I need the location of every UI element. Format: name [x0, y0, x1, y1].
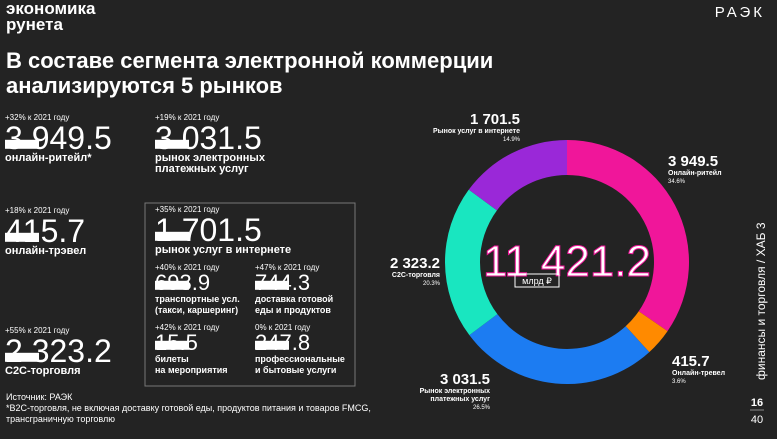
donut-segment — [567, 140, 689, 332]
market-label: еды и продуктов — [255, 305, 331, 315]
segment-name: Онлайн-тревел — [672, 369, 725, 377]
segment-value: 1 701.5 — [470, 111, 520, 128]
market-value: 1 701.5 — [155, 212, 262, 248]
market-label: билеты — [155, 354, 189, 364]
market-value: 415.7 — [5, 213, 85, 249]
unit-badge — [155, 139, 189, 149]
donut-segment — [469, 314, 650, 384]
segment-value: 3 949.5 — [668, 153, 718, 170]
unit-badge — [5, 352, 39, 362]
market-label: на мероприятия — [155, 365, 228, 375]
market-label: платежных услуг — [155, 163, 249, 175]
center-unit: млрд ₽ — [522, 276, 552, 286]
unit: млрд ₽ — [257, 283, 277, 290]
note: трансграничную торговлю — [6, 414, 115, 424]
market-label: рынок услуг в интернете — [155, 244, 291, 256]
growth: +47% к 2021 году — [255, 263, 319, 272]
segment-name: Онлайн-ритейл — [668, 169, 722, 177]
segment-share: 26.5% — [473, 405, 491, 411]
note: *B2C-торговля, не включая доставку готов… — [6, 403, 371, 413]
growth: +18% к 2021 году — [5, 206, 69, 215]
growth: +42% к 2021 году — [155, 323, 219, 332]
segment-share: 20.3% — [423, 281, 441, 287]
segment-value: 415.7 — [672, 353, 710, 370]
market-value: 2 323.2 — [5, 333, 112, 369]
market-label: рынок электронных — [155, 152, 266, 164]
market-value: 3 031.5 — [155, 120, 262, 156]
donut-segment — [468, 140, 567, 211]
unit: млрд ₽ — [7, 235, 27, 242]
brand: РАЭК — [715, 4, 765, 21]
segment-name: Рынок электронных — [420, 388, 490, 395]
unit: млрд ₽ — [7, 355, 27, 362]
title: В составе сегмента электронной коммерции — [6, 48, 493, 73]
unit-badge — [155, 231, 189, 241]
group-frame — [144, 202, 356, 387]
unit-badge — [5, 232, 39, 242]
growth: +55% к 2021 году — [5, 326, 69, 335]
growth: 0% к 2021 году — [255, 323, 310, 332]
market-label: профессиональные — [255, 354, 345, 364]
unit-badge — [255, 280, 289, 290]
unit: млрд ₽ — [157, 142, 177, 149]
segment-share: 34.6% — [668, 179, 686, 185]
growth: +40% к 2021 году — [155, 263, 219, 272]
donut-segment — [625, 311, 668, 353]
unit-badge — [5, 139, 39, 149]
center-value: 11 421.2 — [483, 237, 651, 286]
segment-name: платежных услуг — [430, 396, 490, 403]
section: финансы и торговля / ХАБ 3 — [754, 222, 768, 380]
page: 16 — [751, 397, 763, 409]
unit: млрд ₽ — [257, 343, 277, 350]
market-label: онлайн-ритейл* — [5, 152, 92, 164]
title: анализируются 5 рынков — [6, 73, 283, 98]
market-label: C2C-торговля — [5, 365, 81, 377]
growth: +35% к 2021 году — [155, 205, 219, 214]
market-label: (такси, каршеринг) — [155, 305, 238, 315]
market-label: онлайн-трэвел — [5, 245, 86, 257]
logo: экономика — [6, 0, 96, 18]
growth: +32% к 2021 году — [5, 113, 69, 122]
unit-badge — [255, 340, 289, 350]
unit-badge — [514, 273, 560, 288]
segment-share: 3.6% — [672, 379, 686, 385]
market-value: 3 949.5 — [5, 120, 112, 156]
segment-value: 2 323.2 — [390, 255, 440, 272]
unit: млрд ₽ — [157, 283, 177, 290]
segment-name: C2C-торговля — [392, 272, 440, 279]
donut-segment — [444, 189, 498, 336]
unit-badge — [155, 280, 189, 290]
unit: млрд ₽ — [7, 142, 27, 149]
segment-name: Рынок услуг в интернете — [433, 128, 520, 135]
growth: +19% к 2021 году — [155, 113, 219, 122]
segment-share: 14.9% — [503, 137, 521, 143]
logo: рунета — [6, 15, 63, 34]
pages: 40 — [751, 414, 763, 426]
segment-value: 3 031.5 — [440, 371, 490, 388]
market-label: и бытовые услуги — [255, 365, 336, 375]
unit: млрд ₽ — [157, 343, 177, 350]
unit-badge — [155, 340, 189, 350]
market-label: доставка готовой — [255, 294, 333, 304]
source: Источник: РАЭК — [6, 392, 73, 402]
market-label: транспортные усл. — [155, 294, 240, 304]
unit: млрд ₽ — [157, 234, 177, 241]
